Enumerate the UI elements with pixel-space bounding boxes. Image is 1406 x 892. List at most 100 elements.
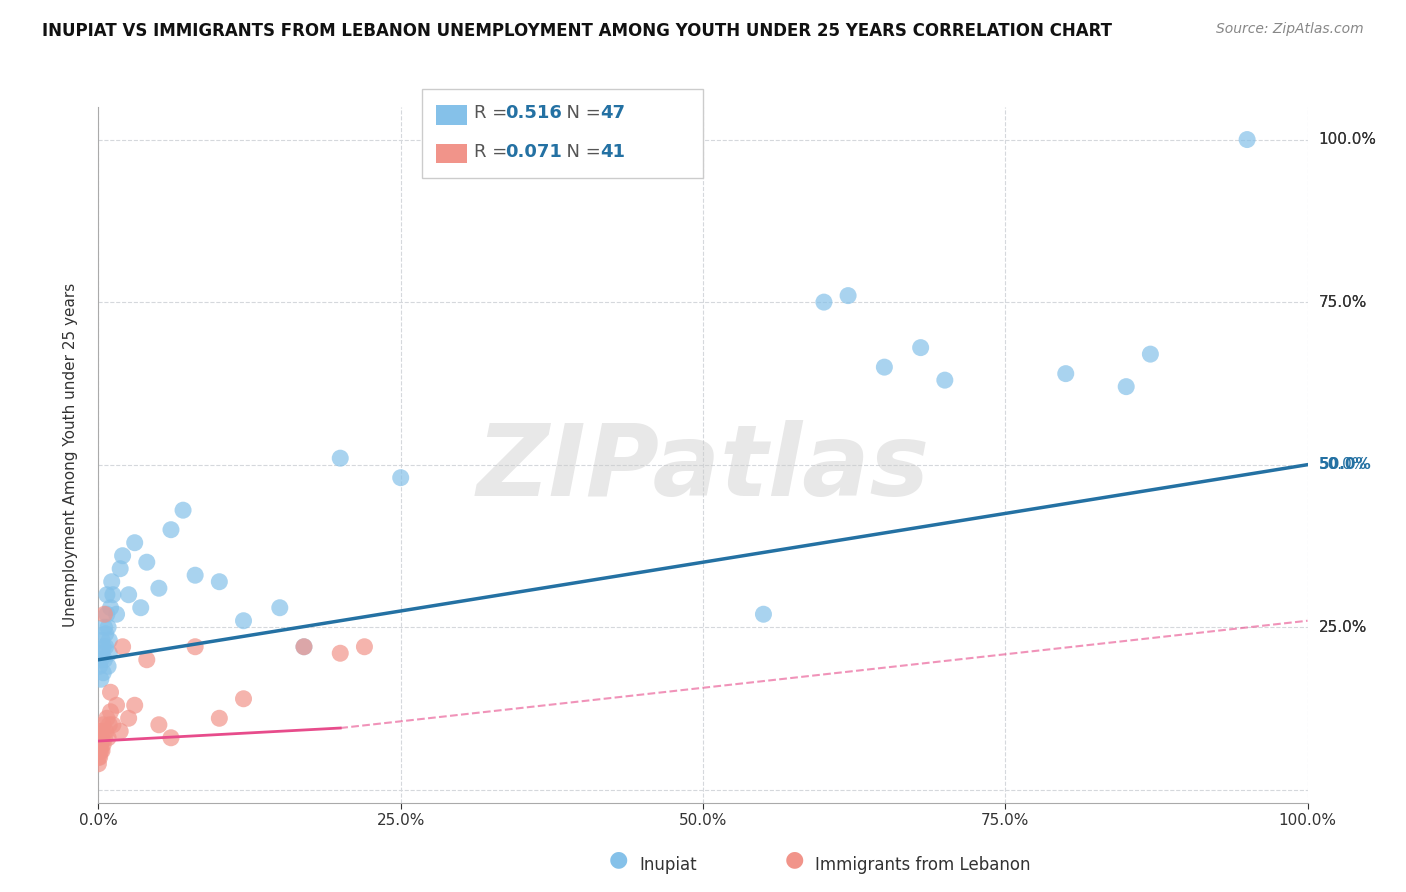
- Text: 100.0%: 100.0%: [1319, 132, 1376, 147]
- Point: [93, 620, 115, 634]
- Point: [90, 744, 112, 758]
- Point: [97, 659, 120, 673]
- Point: [813, 295, 835, 310]
- Point: [118, 711, 141, 725]
- Point: [90, 724, 112, 739]
- Text: N =: N =: [555, 143, 607, 161]
- Point: [91, 731, 114, 745]
- Point: [91, 737, 114, 751]
- Text: 47: 47: [600, 104, 626, 122]
- Point: [208, 574, 231, 589]
- Text: INUPIAT VS IMMIGRANTS FROM LEBANON UNEMPLOYMENT AMONG YOUTH UNDER 25 YEARS CORRE: INUPIAT VS IMMIGRANTS FROM LEBANON UNEMP…: [42, 22, 1112, 40]
- Point: [111, 640, 134, 654]
- Text: N =: N =: [555, 104, 607, 122]
- Text: 75.0%: 75.0%: [1319, 294, 1367, 310]
- Point: [87, 737, 110, 751]
- Text: 50.0%: 50.0%: [1319, 458, 1371, 472]
- Point: [172, 503, 194, 517]
- Point: [389, 471, 412, 485]
- Text: ZIPatlas: ZIPatlas: [477, 420, 929, 517]
- Y-axis label: Unemployment Among Youth under 25 years: Unemployment Among Youth under 25 years: [63, 283, 77, 627]
- Point: [232, 691, 254, 706]
- Point: [124, 535, 146, 549]
- Point: [93, 731, 115, 745]
- Point: [91, 633, 114, 648]
- Text: ●: ●: [785, 849, 804, 869]
- Text: 75.0%: 75.0%: [1319, 294, 1367, 310]
- Text: 50.0%: 50.0%: [1319, 458, 1367, 472]
- Point: [98, 718, 121, 732]
- Point: [91, 640, 114, 654]
- Point: [1054, 367, 1077, 381]
- Text: 25.0%: 25.0%: [1319, 620, 1367, 635]
- Text: 0.516: 0.516: [505, 104, 561, 122]
- Point: [148, 581, 170, 595]
- Point: [910, 341, 932, 355]
- Point: [87, 744, 110, 758]
- Point: [292, 640, 315, 654]
- Text: Immigrants from Lebanon: Immigrants from Lebanon: [815, 856, 1031, 874]
- Point: [89, 744, 111, 758]
- Point: [89, 750, 111, 764]
- Point: [94, 640, 117, 654]
- Point: [100, 600, 122, 615]
- Point: [329, 451, 352, 466]
- Point: [135, 653, 157, 667]
- Point: [89, 737, 111, 751]
- Point: [353, 640, 375, 654]
- Point: [94, 626, 117, 640]
- Text: 100.0%: 100.0%: [1319, 132, 1376, 147]
- Point: [100, 574, 122, 589]
- Point: [87, 744, 110, 758]
- Point: [100, 705, 122, 719]
- Point: [96, 607, 118, 622]
- Point: [837, 288, 859, 302]
- Point: [208, 711, 231, 725]
- Point: [90, 653, 112, 667]
- Point: [93, 653, 115, 667]
- Point: [269, 600, 291, 615]
- Point: [90, 672, 112, 686]
- Point: [184, 640, 207, 654]
- Point: [105, 698, 128, 713]
- Point: [124, 698, 146, 713]
- Text: 41: 41: [600, 143, 626, 161]
- Point: [1115, 379, 1137, 393]
- Point: [87, 756, 110, 771]
- Point: [292, 640, 315, 654]
- Point: [108, 724, 131, 739]
- Point: [108, 562, 131, 576]
- Point: [873, 360, 896, 375]
- Point: [89, 659, 111, 673]
- Point: [101, 718, 124, 732]
- Point: [87, 750, 110, 764]
- Point: [129, 600, 152, 615]
- Point: [111, 549, 134, 563]
- Point: [87, 731, 110, 745]
- Point: [105, 607, 128, 622]
- Point: [100, 685, 122, 699]
- Point: [135, 555, 157, 569]
- Point: [160, 523, 183, 537]
- Point: [97, 731, 120, 745]
- Point: [90, 737, 112, 751]
- Point: [934, 373, 956, 387]
- Point: [97, 620, 120, 634]
- Point: [118, 588, 141, 602]
- Point: [1236, 132, 1258, 146]
- Point: [329, 646, 352, 660]
- Text: ●: ●: [609, 849, 628, 869]
- Point: [91, 665, 114, 680]
- Point: [87, 724, 110, 739]
- Point: [91, 744, 114, 758]
- Point: [160, 731, 183, 745]
- Point: [752, 607, 775, 622]
- Point: [96, 588, 118, 602]
- Point: [184, 568, 207, 582]
- Point: [101, 588, 124, 602]
- Text: Source: ZipAtlas.com: Source: ZipAtlas.com: [1216, 22, 1364, 37]
- Point: [91, 718, 114, 732]
- Point: [1139, 347, 1161, 361]
- Text: R =: R =: [474, 104, 513, 122]
- Point: [89, 731, 111, 745]
